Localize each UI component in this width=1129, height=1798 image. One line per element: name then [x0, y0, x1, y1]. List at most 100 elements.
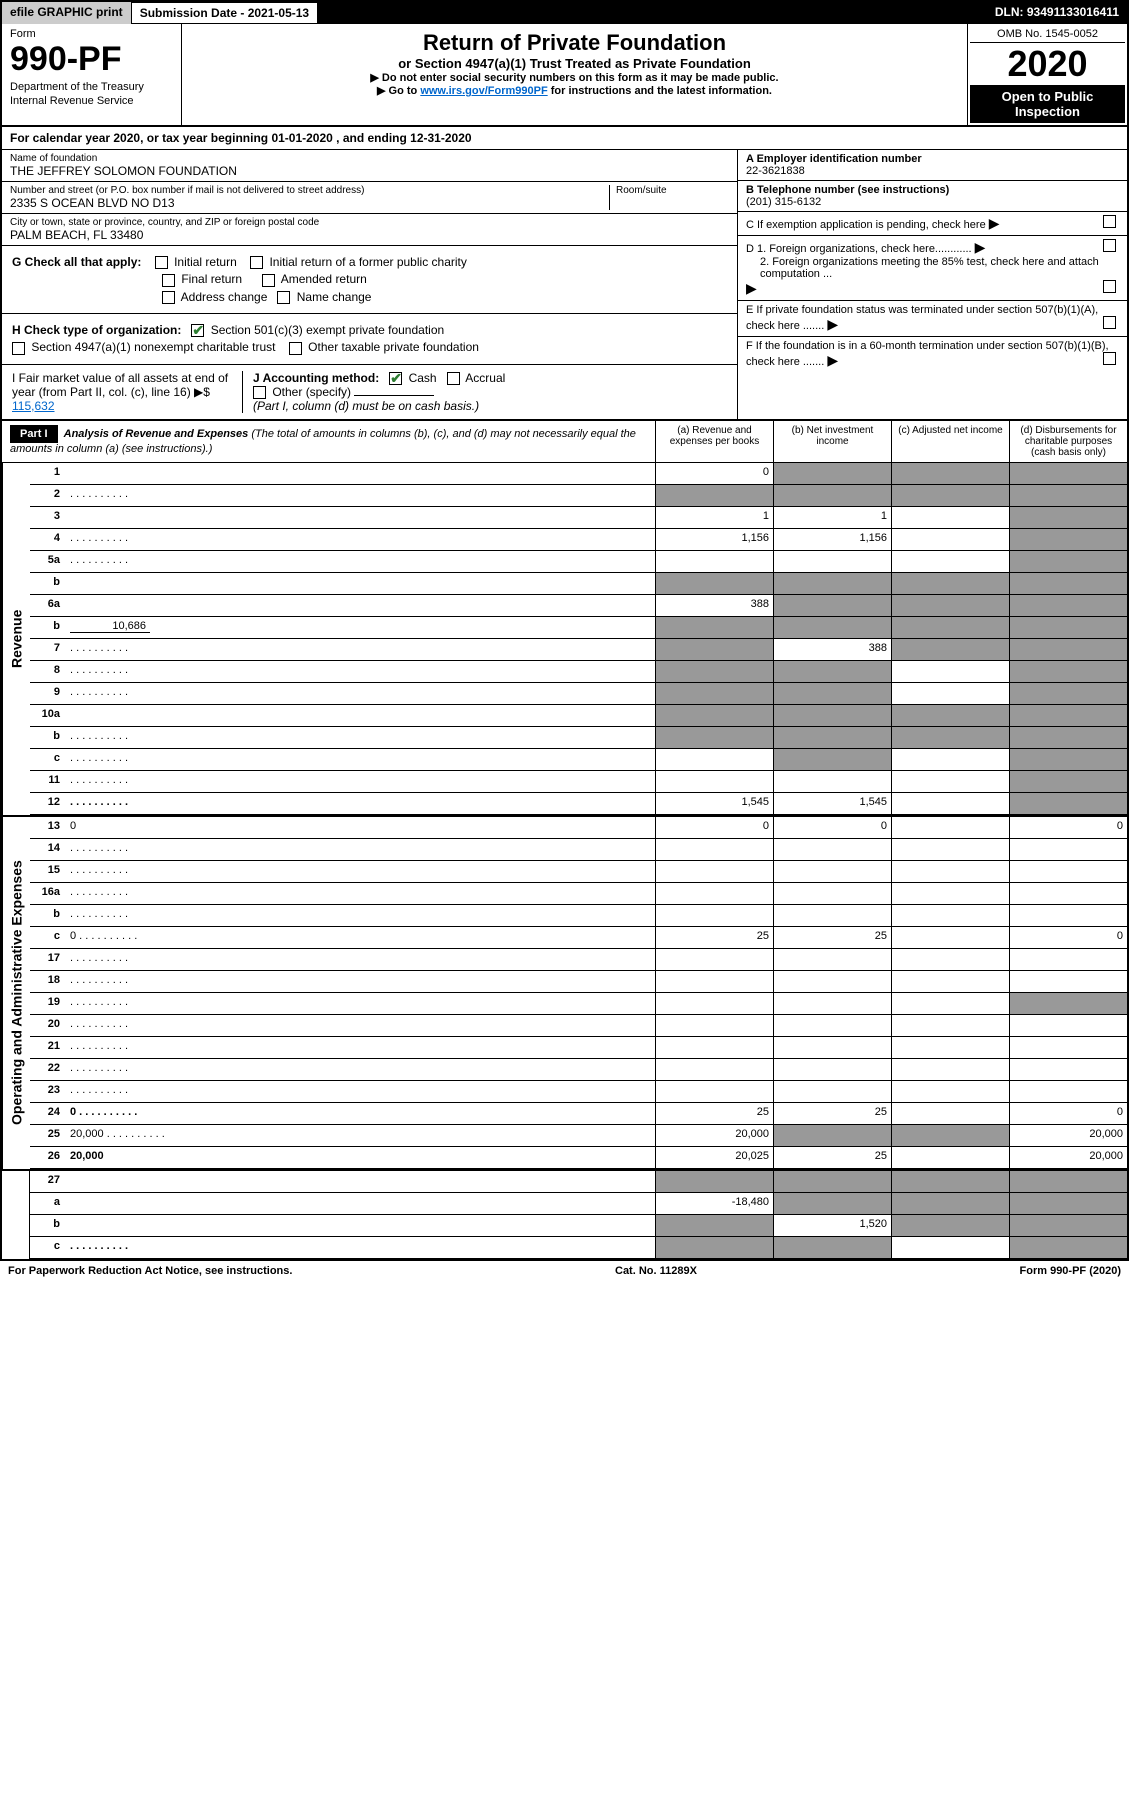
cb-4947[interactable] [12, 342, 25, 355]
line-23: 23 [30, 1081, 1127, 1103]
foundation-name: THE JEFFREY SOLOMON FOUNDATION [10, 164, 729, 178]
col-c-head: (c) Adjusted net income [891, 421, 1009, 462]
footer-right: Form 990-PF (2020) [1020, 1265, 1121, 1277]
cb-final-return[interactable] [162, 274, 175, 287]
cb-501c3[interactable] [191, 324, 204, 337]
line-6a: 6a388 [30, 595, 1127, 617]
cb-85-test[interactable] [1103, 280, 1116, 293]
h-4947: Section 4947(a)(1) nonexempt charitable … [31, 340, 275, 354]
city-value: PALM BEACH, FL 33480 [10, 228, 729, 242]
c-cell: C If exemption application is pending, c… [738, 212, 1127, 236]
f-label: F If the foundation is in a 60-month ter… [746, 340, 1109, 368]
line-3: 311 [30, 507, 1127, 529]
ein-value: 22-3621838 [746, 165, 805, 177]
revenue-section: Revenue 10 2 311 41,1561,156 5a b 6a388 … [2, 463, 1127, 815]
info-right: A Employer identification number 22-3621… [737, 150, 1127, 419]
cb-name-change[interactable] [277, 291, 290, 304]
e-label: E If private foundation status was termi… [746, 304, 1098, 332]
line-27b: b1,520 [30, 1215, 1127, 1237]
header-middle: Return of Private Foundation or Section … [182, 24, 967, 125]
line-1: 10 [30, 463, 1127, 485]
irs-link[interactable]: www.irs.gov/Form990PF [420, 85, 547, 97]
name-label: Name of foundation [10, 153, 729, 164]
d2-label: 2. Foreign organizations meeting the 85%… [746, 256, 1119, 280]
line-5b: b [30, 573, 1127, 595]
line-12: 121,5451,545 [30, 793, 1127, 815]
form-title: Return of Private Foundation [192, 30, 957, 56]
h-501c3: Section 501(c)(3) exempt private foundat… [211, 323, 444, 337]
line-2: 2 [30, 485, 1127, 507]
irs-label: Internal Revenue Service [10, 95, 173, 107]
note-ssn: ▶ Do not enter social security numbers o… [192, 71, 957, 84]
city-cell: City or town, state or province, country… [2, 214, 737, 246]
col-a-head: (a) Revenue and expenses per books [655, 421, 773, 462]
address-cell: Number and street (or P.O. box number if… [2, 182, 737, 214]
f-cell: F If the foundation is in a 60-month ter… [738, 337, 1127, 372]
header-right: OMB No. 1545-0052 2020 Open to Public In… [967, 24, 1127, 125]
dept-treasury: Department of the Treasury [10, 81, 173, 93]
city-label: City or town, state or province, country… [10, 217, 729, 228]
line-26: 2620,00020,0252520,000 [30, 1147, 1127, 1169]
top-bar: efile GRAPHIC print Submission Date - 20… [2, 2, 1127, 24]
line-19: 19 [30, 993, 1127, 1015]
address-change: Address change [181, 290, 268, 304]
cb-address-change[interactable] [162, 291, 175, 304]
line-11: 11 [30, 771, 1127, 793]
foundation-name-cell: Name of foundation THE JEFFREY SOLOMON F… [2, 150, 737, 182]
i-label: I Fair market value of all assets at end… [12, 371, 228, 399]
revenue-side-label: Revenue [2, 463, 30, 815]
room-label: Room/suite [616, 185, 729, 196]
col-d-head: (d) Disbursements for charitable purpose… [1009, 421, 1127, 462]
cb-other-method[interactable] [253, 386, 266, 399]
line-9: 9 [30, 683, 1127, 705]
addr-label: Number and street (or P.O. box number if… [10, 185, 609, 196]
j-other: Other (specify) [272, 385, 351, 399]
line-6b: b 10,686 [30, 617, 1127, 639]
cb-initial-return[interactable] [155, 256, 168, 269]
line-22: 22 [30, 1059, 1127, 1081]
phone-cell: B Telephone number (see instructions) (2… [738, 181, 1127, 212]
cb-initial-former[interactable] [250, 256, 263, 269]
g-label: G Check all that apply: [12, 255, 141, 269]
i-value[interactable]: 115,632 [12, 399, 55, 413]
line-24: 24025250 [30, 1103, 1127, 1125]
cb-accrual[interactable] [447, 372, 460, 385]
cb-foreign-org[interactable] [1103, 239, 1116, 252]
cb-60-month[interactable] [1103, 352, 1116, 365]
open-inspection: Open to Public Inspection [970, 85, 1125, 123]
line-17: 17 [30, 949, 1127, 971]
name-change: Name change [297, 290, 372, 304]
line-10b: b [30, 727, 1127, 749]
note-link: ▶ Go to www.irs.gov/Form990PF for instru… [192, 84, 957, 97]
line-15: 15 [30, 861, 1127, 883]
amended-return: Amended return [281, 272, 367, 286]
footer-left: For Paperwork Reduction Act Notice, see … [8, 1265, 292, 1277]
h-label: H Check type of organization: [12, 323, 181, 337]
c-label: C If exemption application is pending, c… [746, 219, 986, 231]
submission-date: Submission Date - 2021-05-13 [131, 2, 318, 24]
note-pre: ▶ Go to [377, 85, 420, 97]
cb-cash[interactable] [389, 372, 402, 385]
other-specify-line [354, 395, 434, 396]
line-16c: c025250 [30, 927, 1127, 949]
initial-former: Initial return of a former public charit… [269, 255, 466, 269]
j-label: J Accounting method: [253, 371, 379, 385]
cb-terminated[interactable] [1103, 316, 1116, 329]
line-7: 7388 [30, 639, 1127, 661]
summary-rows: 27 a-18,480 b1,520 c [30, 1171, 1127, 1259]
info-grid: Name of foundation THE JEFFREY SOLOMON F… [2, 150, 1127, 420]
form-subtitle: or Section 4947(a)(1) Trust Treated as P… [192, 56, 957, 71]
cb-exemption-pending[interactable] [1103, 215, 1116, 228]
line-25: 2520,00020,00020,000 [30, 1125, 1127, 1147]
ein-cell: A Employer identification number 22-3621… [738, 150, 1127, 181]
cb-other-taxable[interactable] [289, 342, 302, 355]
cb-amended[interactable] [262, 274, 275, 287]
line-4: 41,1561,156 [30, 529, 1127, 551]
header: Form 990-PF Department of the Treasury I… [2, 24, 1127, 127]
line-8: 8 [30, 661, 1127, 683]
line-10a: 10a [30, 705, 1127, 727]
line-10c: c [30, 749, 1127, 771]
d1-label: D 1. Foreign organizations, check here..… [746, 243, 972, 255]
section-g: G Check all that apply: Initial return I… [2, 246, 737, 313]
dln: DLN: 93491133016411 [987, 2, 1127, 24]
